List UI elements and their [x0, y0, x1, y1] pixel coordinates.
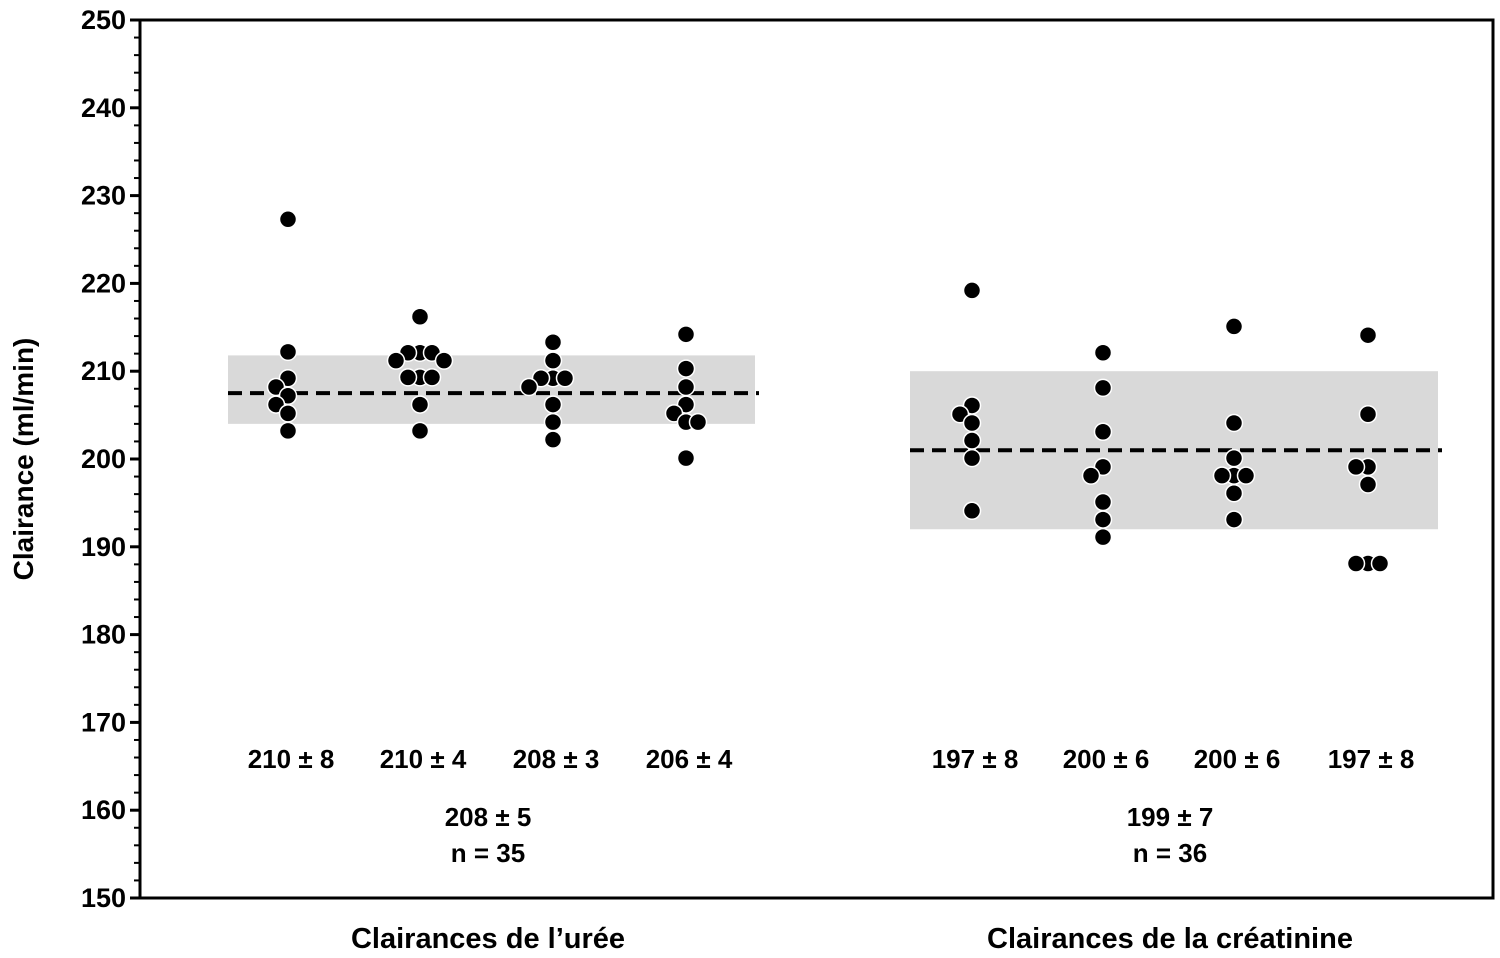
y-tick-label: 160: [81, 795, 126, 825]
subgroup-annotation: 197 ± 8: [1328, 744, 1415, 774]
data-point: [555, 368, 575, 388]
y-tick-label: 200: [81, 444, 126, 474]
data-point: [1224, 510, 1244, 529]
data-point: [1358, 325, 1378, 345]
data-point: [1358, 404, 1378, 424]
data-point: [543, 430, 563, 449]
data-point: [278, 342, 298, 362]
data-point: [543, 412, 563, 432]
y-tick-label: 150: [81, 883, 126, 913]
data-point: [1224, 317, 1244, 336]
group-summary: 208 ± 5: [445, 802, 532, 832]
data-point: [676, 359, 696, 378]
data-point: [676, 448, 696, 468]
data-point: [434, 351, 454, 370]
category-label: Clairances de la créatinine: [987, 923, 1353, 955]
data-point: [1236, 466, 1256, 485]
category-labels: Clairances de l’urée Clairances de la cré…: [351, 923, 1353, 955]
data-point: [1093, 378, 1113, 398]
data-point: [1346, 457, 1366, 477]
data-point: [1358, 475, 1378, 494]
data-point: [543, 351, 563, 370]
data-point: [1370, 554, 1390, 573]
mean-lines: [228, 391, 1442, 453]
data-point: [543, 332, 563, 352]
data-point: [519, 377, 539, 397]
group-summary: 199 ± 7: [1127, 802, 1214, 832]
data-point: [962, 448, 982, 468]
data-point: [410, 421, 430, 441]
data-point: [543, 395, 563, 414]
y-axis-label: Clairance (ml/min): [8, 338, 39, 581]
data-point: [688, 412, 708, 432]
data-point: [410, 395, 430, 414]
data-point: [676, 325, 696, 344]
data-point: [398, 368, 418, 387]
data-point: [1081, 466, 1101, 485]
data-point: [278, 421, 298, 441]
y-tick-label: 180: [81, 620, 126, 650]
group-n: n = 36: [1133, 838, 1207, 868]
data-point: [1093, 492, 1113, 512]
category-label: Clairances de l’urée: [351, 923, 625, 955]
subgroup-annotation: 197 ± 8: [932, 744, 1019, 774]
y-tick-label: 170: [81, 707, 126, 737]
data-point: [422, 368, 442, 387]
data-point: [386, 351, 406, 370]
subgroup-annotation: 208 ± 3: [513, 744, 600, 774]
subgroup-annotation: 200 ± 6: [1063, 744, 1150, 774]
y-axis: 150 160 170 180 190 200 210 220 230 240 250: [81, 5, 140, 913]
data-point: [962, 281, 982, 300]
y-tick-label: 190: [81, 532, 126, 562]
subgroup-annotation: 210 ± 8: [248, 744, 335, 774]
data-point: [676, 377, 696, 397]
y-tick-label: 230: [81, 181, 126, 211]
data-point: [278, 404, 298, 423]
data-point: [1093, 343, 1113, 363]
data-point: [1093, 527, 1113, 547]
data-point: [962, 413, 982, 433]
subgroup-annotation: 206 ± 4: [646, 744, 733, 774]
data-point: [1224, 448, 1244, 468]
subgroup-annotation: 210 ± 4: [380, 744, 467, 774]
data-point: [962, 501, 982, 521]
data-point: [1212, 466, 1232, 485]
data-point: [962, 431, 982, 450]
y-tick-label: 210: [81, 356, 126, 386]
data-point: [1224, 413, 1244, 433]
data-point: [1224, 483, 1244, 503]
data-point: [1093, 422, 1113, 442]
data-point: [1346, 554, 1366, 573]
data-point: [410, 307, 430, 327]
group-n: n = 35: [451, 838, 525, 868]
data-points: [266, 210, 1390, 573]
data-point: [278, 210, 298, 229]
y-tick-label: 240: [81, 93, 126, 123]
y-tick-label: 250: [81, 5, 126, 35]
y-tick-label: 220: [81, 268, 126, 298]
data-point: [1093, 510, 1113, 529]
subgroup-annotation: 200 ± 6: [1194, 744, 1281, 774]
annotations: 210 ± 8 210 ± 4 208 ± 3 206 ± 4 208 ± 5 n = 3…: [248, 744, 1415, 868]
